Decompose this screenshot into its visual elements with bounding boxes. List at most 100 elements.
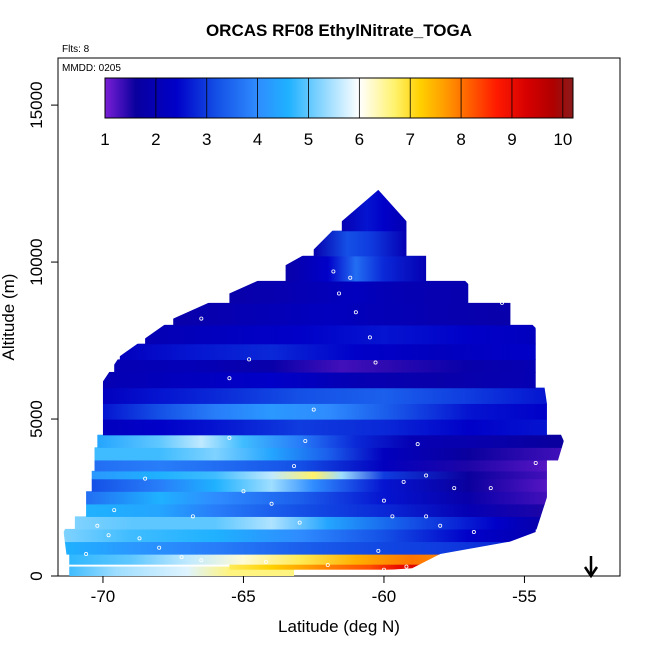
colorbar-tick-label: 10	[553, 130, 572, 149]
sample-point	[157, 545, 162, 550]
field-band	[313, 230, 407, 257]
sample-point	[199, 316, 204, 321]
sample-point	[404, 564, 409, 569]
y-tick-label: 5000	[27, 400, 46, 438]
field-band	[173, 302, 511, 326]
field-band	[63, 528, 536, 543]
y-axis: 0 5000 10000 15000	[27, 81, 58, 581]
x-tick-label: -55	[512, 587, 537, 606]
sample-point	[516, 300, 521, 305]
field-band	[285, 255, 427, 282]
y-tick-label: 0	[27, 571, 46, 580]
sample-point	[84, 552, 89, 557]
sample-point	[227, 435, 232, 440]
concentration-field	[63, 189, 564, 576]
field-band	[86, 491, 547, 505]
field-band	[63, 541, 511, 555]
field-band	[119, 343, 536, 360]
sample-point	[190, 514, 195, 519]
sample-point	[292, 464, 297, 469]
colorbar-tick-label: 9	[507, 130, 516, 149]
sample-point	[367, 335, 372, 340]
field-band	[97, 434, 564, 448]
sample-point	[424, 514, 429, 519]
sample-point	[415, 442, 420, 447]
sample-point	[331, 269, 336, 274]
field-band	[229, 280, 469, 304]
field-band	[86, 503, 547, 517]
sample-point	[348, 275, 353, 280]
sample-point	[373, 360, 378, 365]
colorbar-tick-label: 6	[355, 130, 364, 149]
sample-point	[488, 486, 493, 491]
field-band	[94, 459, 547, 472]
colorbar-tick-label: 5	[304, 130, 313, 149]
colorbar-tick-label: 2	[151, 130, 160, 149]
colorbar-tick-label: 3	[202, 130, 211, 149]
sample-point	[452, 561, 457, 566]
sample-point	[297, 520, 302, 525]
sample-points	[84, 269, 552, 572]
field-band	[91, 470, 547, 480]
sample-point	[452, 486, 457, 491]
sample-point	[263, 559, 268, 564]
sample-point	[424, 473, 429, 478]
sample-point	[381, 498, 386, 503]
field-band	[341, 189, 407, 232]
sample-point	[353, 310, 358, 315]
x-tick-label: -60	[372, 587, 397, 606]
x-tick-label: -65	[231, 587, 256, 606]
field-band	[94, 447, 564, 461]
chart-title: ORCAS RF08 EthylNitrate_TOGA	[206, 21, 472, 40]
field-band	[69, 566, 295, 576]
date-note: MMDD: 0205	[62, 63, 121, 74]
direction-arrow-icon	[583, 556, 599, 579]
colorbar: 1 2 3 4 5 6 7 8 9 10	[100, 77, 574, 149]
field-band	[102, 371, 536, 389]
sample-point	[241, 489, 246, 494]
colorbar-tick-label: 8	[456, 130, 465, 149]
sample-point	[199, 558, 204, 563]
sample-point	[471, 530, 476, 535]
colorbar-tick-label: 4	[253, 130, 262, 149]
y-axis-label: Altitude (m)	[0, 274, 18, 361]
flights-note: Flts: 8	[62, 44, 90, 55]
y-tick-label: 15000	[27, 81, 46, 128]
sample-point	[544, 325, 549, 330]
sample-point	[547, 417, 552, 422]
x-axis: -70 -65 -60 -55	[91, 576, 537, 606]
sample-point	[303, 439, 308, 444]
colorbar-gradient	[104, 77, 574, 119]
sample-point	[269, 501, 274, 506]
field-band	[145, 324, 536, 345]
sample-point	[381, 567, 386, 572]
y-tick-label: 10000	[27, 238, 46, 285]
field-band	[102, 387, 547, 404]
sample-point	[247, 357, 252, 362]
sample-point	[533, 460, 538, 465]
sample-point	[112, 508, 117, 513]
sample-point	[438, 523, 443, 528]
sample-point	[137, 536, 142, 541]
sample-point	[95, 523, 100, 528]
sample-point	[390, 514, 395, 519]
field-band	[91, 478, 547, 492]
sample-point	[129, 332, 134, 337]
sample-point	[499, 300, 504, 305]
sample-point	[401, 479, 406, 484]
field-band	[229, 564, 463, 570]
sample-point	[106, 533, 111, 538]
colorbar-tick-label: 1	[100, 130, 109, 149]
sample-point	[227, 376, 232, 381]
sample-point	[179, 555, 184, 560]
sample-point	[325, 563, 330, 568]
field-band	[102, 419, 547, 436]
sample-point	[336, 291, 341, 296]
sample-point	[311, 407, 316, 412]
field-band	[114, 359, 536, 373]
field-band	[74, 516, 545, 530]
x-axis-label: Latitude (deg N)	[278, 617, 400, 636]
field-band	[102, 403, 547, 420]
field-band	[69, 554, 480, 565]
